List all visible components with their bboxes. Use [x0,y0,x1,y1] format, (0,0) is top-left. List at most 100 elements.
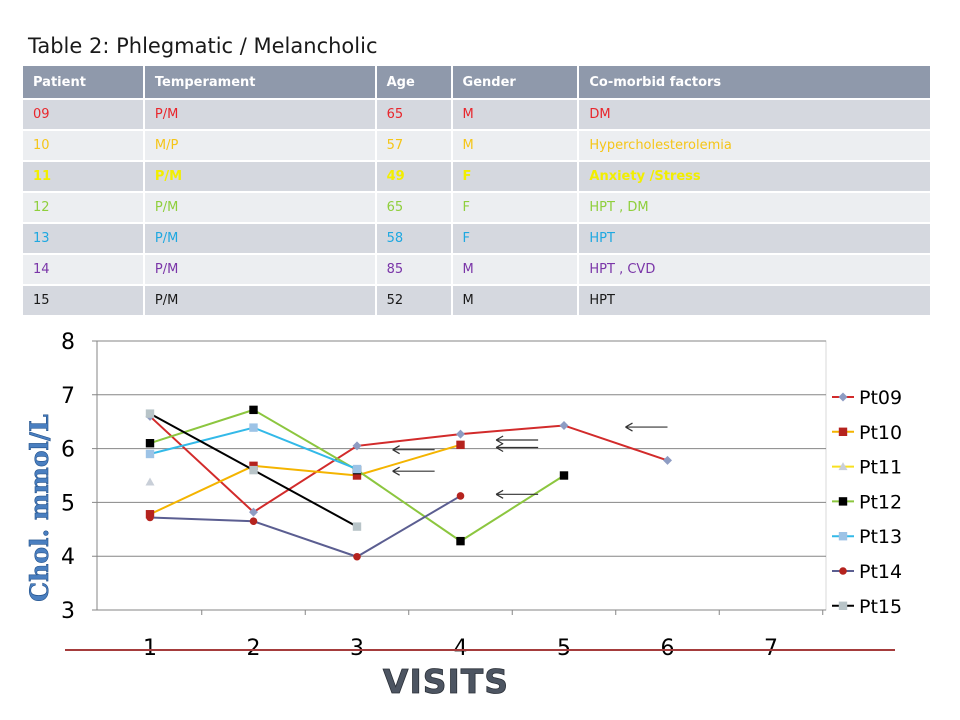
header-gender: Gender [451,66,580,99]
y-tick-label: 5 [61,491,75,516]
cell-patient: 13 [23,222,145,254]
legend-marker-pt14 [839,567,847,575]
cell-age: 49 [375,160,453,192]
cell-age: 52 [375,284,453,315]
data-point-pt15 [145,409,155,418]
arrow-annotation [392,466,435,476]
legend-label-pt13: Pt13 [859,526,902,548]
table-row: 13 P/M 58 F HPT [23,222,932,254]
legend-label-pt09: Pt09 [859,387,902,409]
y-tick-label: 8 [61,330,75,355]
legend-marker-pt12 [838,497,848,506]
data-point-pt12 [456,536,465,546]
cell-comorbid: HPT [578,284,932,315]
cell-age: 65 [375,98,453,130]
data-point-pt12 [249,405,258,415]
table-row: 11 P/M 49 F Anxiety /Stress [23,160,932,192]
cell-temperament: P/M [143,160,377,192]
legend-marker-pt09 [838,392,848,402]
cell-gender: M [451,253,580,285]
cell-temperament: P/M [143,253,377,285]
data-point-pt13 [249,423,258,432]
cell-patient: 15 [23,284,145,315]
cell-age: 58 [375,222,453,254]
data-point-pt10 [352,471,362,480]
data-point-pt14 [249,517,258,526]
x-tick-label: 7 [764,636,778,661]
table-row: 10 M/P 57 M Hypercholesterolemia [23,129,932,161]
cell-comorbid: DM [578,98,932,130]
cell-temperament: P/M [143,191,377,223]
data-point-pt12 [145,439,155,448]
cell-age: 57 [375,129,453,161]
y-tick-label: 6 [61,438,75,463]
cell-gender: F [451,191,580,223]
data-point-pt10 [456,440,465,450]
cell-gender: M [451,284,580,315]
y-tick-label: 4 [61,545,75,570]
cell-gender: M [451,129,580,161]
data-point-pt09 [559,420,569,430]
header-patient: Patient [23,66,145,99]
data-point-pt13 [352,464,362,474]
cell-comorbid: Anxiety /Stress [578,160,932,192]
legend-marker-pt15 [838,601,848,610]
cell-temperament: P/M [143,222,377,254]
cell-patient: 14 [23,253,145,285]
cell-gender: F [451,222,580,254]
arrow-annotation [495,489,539,499]
cholesterol-chart: 3 4 5 6 7 8 1 2 3 4 5 6 7 Chol. mmol/L VISITS Pt09 Pt10 P… [25,330,902,701]
data-point-pt14 [146,513,154,522]
legend-label-pt11: Pt11 [859,457,902,479]
table-header-row: Patient Temperament Age Gender Co-morbid… [23,66,932,99]
table-row: 15 P/M 52 M HPT [23,284,932,315]
cell-temperament: P/M [143,284,377,315]
cell-temperament: M/P [143,129,377,161]
cell-patient: 11 [23,160,145,192]
slide-title: Table 2: Phlegmatic / Melancholic [28,34,378,58]
legend-marker-pt13 [838,532,848,541]
plot-area [96,340,827,611]
patient-table: Patient Temperament Age Gender Co-morbid… [23,66,932,315]
data-point-pt09 [352,441,362,451]
series-line-pt10 [149,443,461,516]
data-point-pt09 [663,455,672,465]
series-line-pt09 [149,415,668,514]
legend-label-pt10: Pt10 [859,422,902,444]
data-point-pt14 [353,552,361,561]
data-point-pt15 [249,465,258,475]
x-axis-title: VISITS [383,662,509,701]
cell-gender: M [451,98,580,130]
cell-patient: 10 [23,129,145,161]
series-line-pt14 [149,495,462,558]
cell-temperament: P/M [143,98,377,130]
header-comorbid: Co-morbid factors [578,66,932,99]
cell-comorbid: HPT , CVD [578,253,932,285]
legend-label-pt14: Pt14 [859,561,902,583]
arrow-annotation [495,435,539,445]
table-row: 12 P/M 65 F HPT , DM [23,191,932,223]
legend-label-pt12: Pt12 [859,491,902,513]
x-tick-label: 4 [454,636,468,661]
cell-age: 65 [375,191,453,223]
y-axis-title: Chol. mmol/L [25,414,54,602]
data-point-pt15 [352,522,362,531]
x-tick-label: 2 [247,636,261,661]
cell-comorbid: HPT , DM [578,191,932,223]
x-tick-label: 5 [557,636,571,661]
legend-label-pt15: Pt15 [859,596,902,618]
header-temperament: Temperament [143,66,377,99]
arrow-annotation [495,443,539,453]
y-tick-label: 3 [61,599,75,624]
legend-marker-pt11 [838,462,848,471]
y-tick-label: 7 [61,384,75,409]
header-age: Age [375,66,453,99]
data-point-pt09 [456,429,465,439]
legend-marker-pt10 [838,427,848,436]
data-point-pt12 [559,471,569,480]
x-tick-label: 1 [143,636,157,661]
cell-comorbid: HPT [578,222,932,254]
data-point-pt11 [145,477,155,486]
data-point-pt10 [249,461,258,471]
cell-age: 85 [375,253,453,285]
